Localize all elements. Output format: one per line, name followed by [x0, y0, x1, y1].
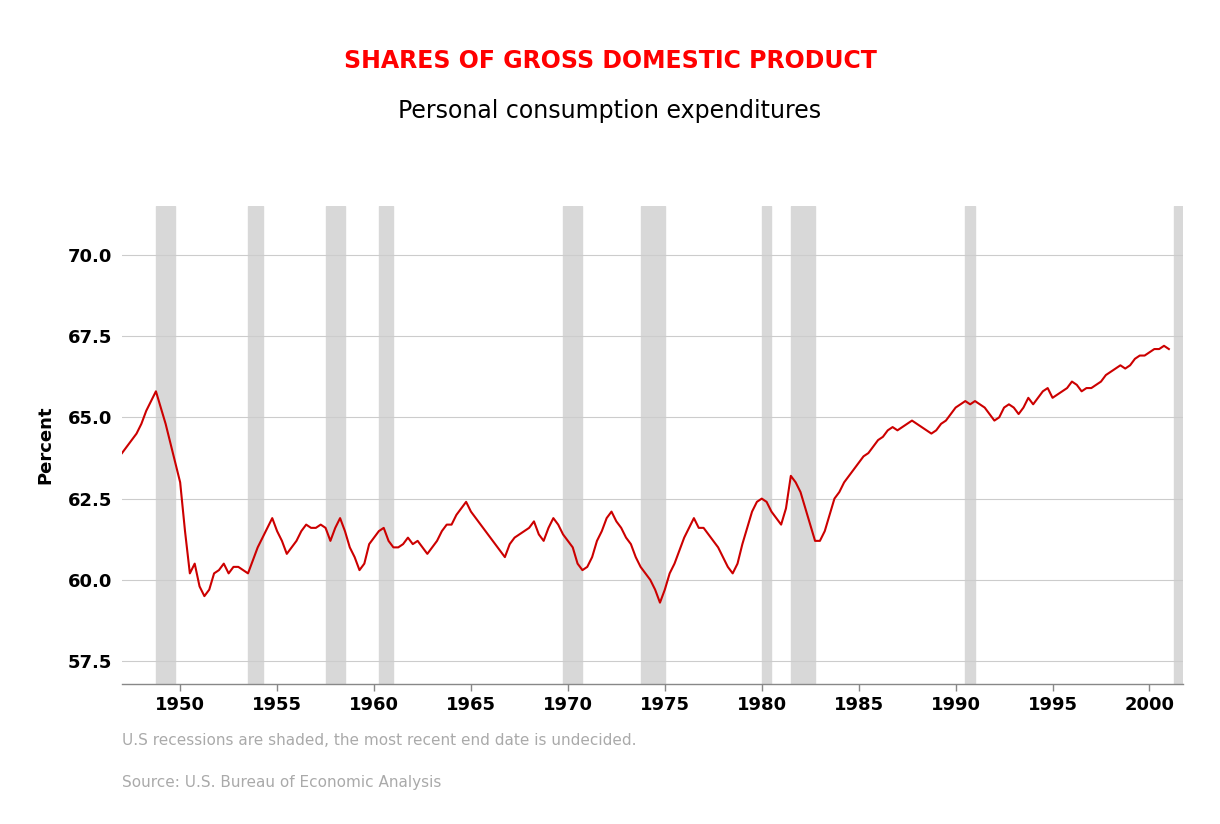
Text: Source: U.S. Bureau of Economic Analysis: Source: U.S. Bureau of Economic Analysis [122, 775, 442, 789]
Bar [326, 206, 345, 684]
Text: Personal consumption expenditures: Personal consumption expenditures [399, 99, 821, 123]
Bar [564, 206, 582, 684]
Bar [791, 206, 815, 684]
Bar [1174, 206, 1183, 684]
Bar [965, 206, 975, 684]
Text: U.S recessions are shaded, the most recent end date is undecided.: U.S recessions are shaded, the most rece… [122, 733, 637, 748]
Bar [156, 206, 176, 684]
Bar [248, 206, 262, 684]
Bar [761, 206, 771, 684]
Text: SHARES OF GROSS DOMESTIC PRODUCT: SHARES OF GROSS DOMESTIC PRODUCT [344, 49, 876, 73]
Bar [379, 206, 393, 684]
Y-axis label: Percent: Percent [37, 405, 54, 485]
Bar [640, 206, 665, 684]
